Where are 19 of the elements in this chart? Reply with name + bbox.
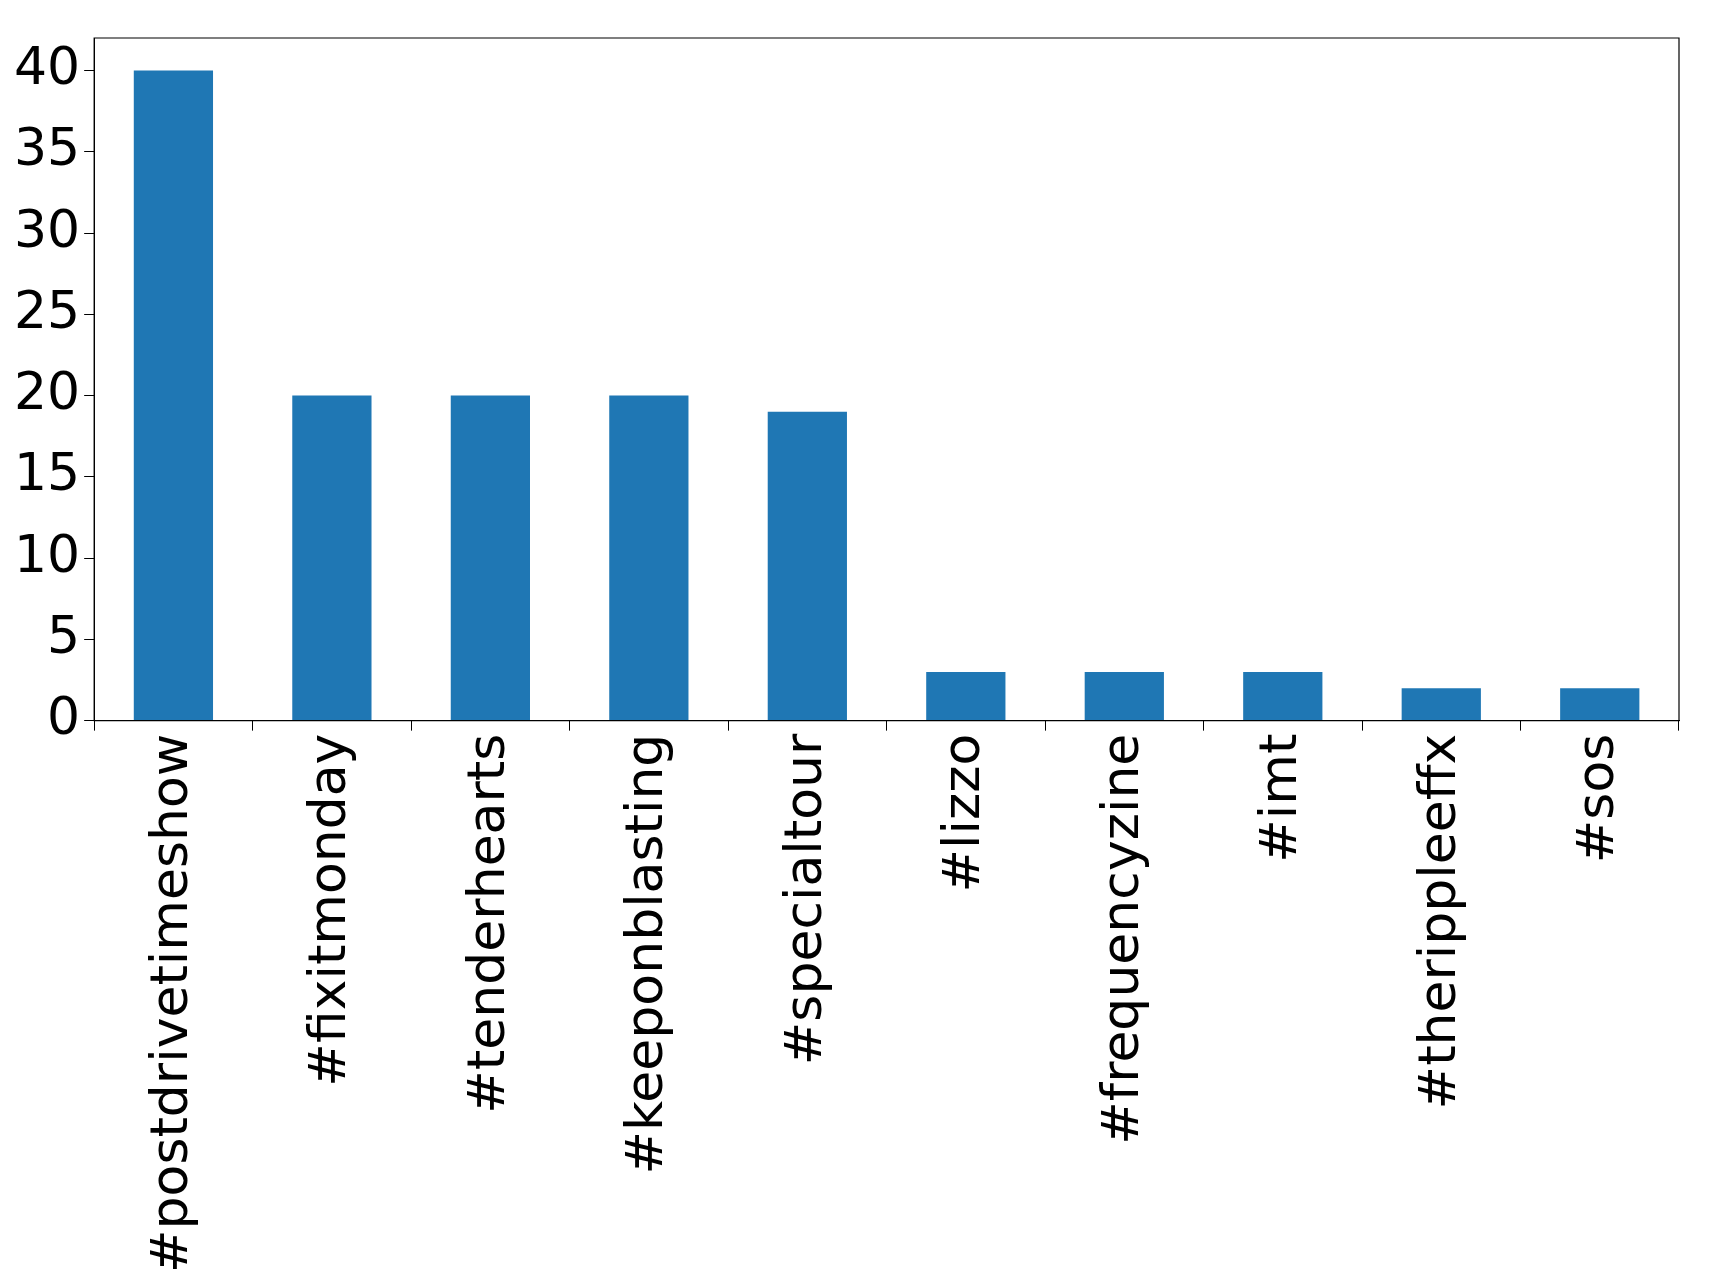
x-tick-label: #fixitmonday — [297, 733, 358, 1087]
x-tick-label: #postdrivetimeshow — [138, 733, 199, 1274]
y-tick-label: 0 — [47, 686, 81, 747]
x-tick-label: #specialtour — [772, 733, 833, 1066]
y-tick-label: 35 — [14, 117, 81, 178]
y-tick-label: 5 — [47, 604, 81, 665]
y-tick-label: 15 — [14, 442, 81, 503]
y-tick-label: 10 — [14, 523, 81, 584]
x-tick-label: #keeponblasting — [614, 733, 675, 1175]
x-tick-label: #imt — [1248, 733, 1309, 863]
y-tick-label: 25 — [14, 279, 81, 340]
x-tick-label: #tenderhearts — [455, 733, 516, 1114]
y-tick-label: 40 — [14, 36, 81, 97]
x-tick-label: #therippleeffx — [1406, 733, 1467, 1110]
y-tick-label: 20 — [14, 361, 81, 422]
x-tick-label: #frequencyzine — [1089, 733, 1150, 1145]
x-tick-label: #lizzo — [931, 733, 992, 893]
x-tick-label: #sos — [1565, 733, 1626, 864]
y-tick-label: 30 — [14, 198, 81, 259]
